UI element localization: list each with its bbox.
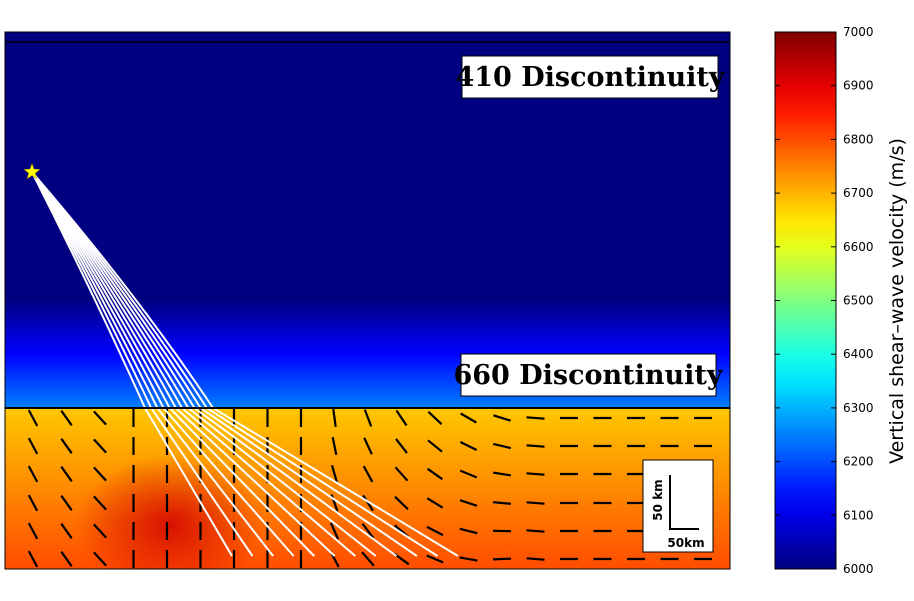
anisotropy-tick: [27, 522, 39, 540]
colorbar-tick-label: 6000: [843, 562, 874, 576]
anisotropy-tick: [426, 554, 444, 564]
anisotropy-tick: [93, 438, 107, 454]
colorbar-tick-label: 6900: [843, 79, 874, 93]
anisotropy-tick: [60, 438, 73, 454]
colorbar-tick-label: 6500: [843, 294, 874, 308]
anisotropy-tick: [27, 465, 39, 483]
colorbar: 6000 6100 6200 6300 6400 6500 6600 6700 6800 6900…: [774, 25, 908, 576]
anisotropy-tick: [526, 444, 545, 448]
anisotropy-tick: [526, 557, 545, 561]
anisotropy-tick: [459, 527, 478, 535]
velocity-model-plot: 410 Discontinuity 660 Discontinuity 50 k…: [4, 31, 731, 570]
colorbar-tick-label: 6800: [843, 132, 874, 146]
anisotropy-ticks: [27, 408, 712, 568]
anisotropy-tick: [526, 529, 545, 533]
plot-frame: [4, 31, 731, 570]
anisotropy-tick: [93, 410, 107, 426]
anisotropy-tick: [93, 495, 107, 511]
annotation-660-text: 660 Discontinuity: [453, 360, 723, 391]
anisotropy-tick: [331, 436, 338, 456]
anisotropy-tick: [394, 466, 409, 482]
anisotropy-tick: [27, 494, 39, 512]
anisotropy-tick: [426, 467, 444, 481]
anisotropy-tick: [60, 495, 73, 511]
anisotropy-tick: [363, 437, 373, 455]
anisotropy-tick: [329, 522, 340, 540]
anisotropy-tick: [363, 409, 373, 427]
anisotropy-tick: [60, 410, 73, 426]
anisotropy-tick: [426, 497, 444, 509]
anisotropy-tick: [332, 408, 337, 428]
anisotropy-tick: [395, 438, 408, 454]
scale-bar-horizontal-label: 50km: [667, 536, 704, 550]
anisotropy-tick: [93, 551, 107, 567]
annotation-410: 410 Discontinuity: [455, 55, 726, 99]
colorbar-label: Vertical shear–wave velocity (m/s): [886, 138, 908, 464]
anisotropy-tick: [27, 409, 39, 427]
source-star-icon: [23, 163, 41, 180]
anisotropy-tick: [459, 441, 478, 451]
anisotropy-tick: [27, 550, 39, 568]
ray-path: [31, 171, 459, 557]
anisotropy-tick: [60, 523, 73, 539]
anisotropy-tick: [526, 416, 545, 420]
anisotropy-tick: [460, 412, 477, 424]
ray-paths: [31, 171, 459, 557]
colorbar-tick-label: 6300: [843, 401, 874, 415]
anisotropy-tick: [492, 442, 512, 450]
anisotropy-tick: [492, 557, 512, 561]
colorbar-tick-label: 6100: [843, 508, 874, 522]
colorbar-tick-label: 6700: [843, 186, 874, 200]
anisotropy-tick: [427, 439, 443, 453]
anisotropy-tick: [427, 410, 443, 426]
colorbar-gradient: [774, 31, 837, 570]
anisotropy-tick: [492, 501, 512, 505]
anisotropy-tick: [93, 466, 107, 482]
annotation-660: 660 Discontinuity: [453, 353, 724, 397]
anisotropy-tick: [361, 523, 375, 539]
anisotropy-tick: [394, 495, 409, 511]
anisotropy-tick: [60, 551, 73, 567]
anisotropy-tick: [493, 414, 511, 422]
anisotropy-tick: [526, 472, 545, 476]
anisotropy-tick: [492, 471, 512, 477]
anisotropy-tick: [27, 437, 39, 455]
colorbar-tick-label: 6600: [843, 240, 874, 254]
anisotropy-tick: [426, 525, 444, 537]
anisotropy-tick: [459, 499, 478, 507]
colorbar-tick-label: 6400: [843, 347, 874, 361]
anisotropy-tick: [330, 464, 339, 484]
colorbar-tick-label: 6200: [843, 455, 874, 469]
colorbar-tick-label: 7000: [843, 25, 874, 39]
anisotropy-tick: [395, 409, 408, 427]
anisotropy-tick: [93, 523, 107, 539]
anisotropy-tick: [362, 494, 374, 512]
scale-bar: 50 km 50km: [642, 459, 714, 553]
colorbar-ticks: 6000 6100 6200 6300 6400 6500 6600 6700 6800 6900…: [775, 25, 874, 576]
anisotropy-tick: [361, 551, 375, 567]
anisotropy-tick: [362, 465, 374, 483]
anisotropy-tick: [526, 501, 545, 505]
annotation-410-text: 410 Discontinuity: [455, 62, 725, 93]
scale-bar-vertical-label: 50 km: [651, 479, 665, 520]
anisotropy-tick: [459, 469, 478, 479]
anisotropy-tick: [60, 466, 73, 482]
anisotropy-tick: [459, 556, 478, 562]
